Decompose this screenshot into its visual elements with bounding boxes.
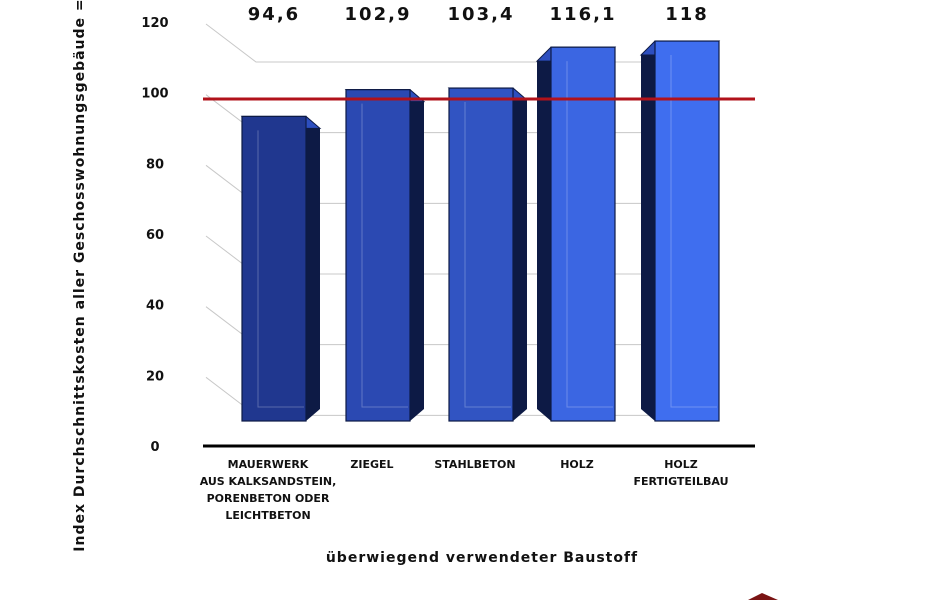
gridline xyxy=(205,23,706,63)
bar-front xyxy=(345,89,411,422)
bar-side xyxy=(641,41,655,421)
y-tick-label: 80 xyxy=(146,157,164,172)
category-label: ZIEGEL xyxy=(350,458,393,471)
y-tick-label: 60 xyxy=(146,228,164,243)
bar xyxy=(639,40,721,422)
corner-decoration xyxy=(748,593,778,600)
bar xyxy=(240,115,322,422)
y-tick-label: 120 xyxy=(141,16,168,31)
bar-inner-edge xyxy=(464,102,511,408)
category-label: HOLZ FERTIGTEILBAU xyxy=(633,458,728,488)
value-label: 94,6 xyxy=(248,4,300,25)
bar-front xyxy=(448,87,514,422)
bar-side xyxy=(410,89,424,422)
value-label: 118 xyxy=(665,4,709,25)
bar-inner-edge xyxy=(566,61,613,408)
bar xyxy=(344,89,426,422)
value-labels: 94,6 102,9 103,4 116,1 118 xyxy=(248,4,709,25)
y-tick-label: 100 xyxy=(141,87,168,102)
value-label: 102,9 xyxy=(345,4,412,25)
category-labels: MAUERWERK AUS KALKSANDSTEIN, PORENBETON OD… xyxy=(200,458,729,522)
category-label: HOLZ xyxy=(560,458,594,471)
y-tick-labels: 0 20 40 60 80 100 120 xyxy=(141,16,168,455)
y-tick-label: 40 xyxy=(146,299,164,314)
bar xyxy=(535,46,617,422)
value-label: 116,1 xyxy=(550,4,617,25)
value-label: 103,4 xyxy=(448,4,515,25)
bar-front xyxy=(241,115,307,422)
bar-front xyxy=(550,46,616,422)
x-axis-title: überwiegend verwendeter Baustoff xyxy=(326,550,638,566)
y-axis-title: Index Durchschnittskosten aller Geschoss… xyxy=(72,0,88,552)
bar-side xyxy=(513,88,527,421)
bar-side xyxy=(537,47,551,422)
bar-inner-edge xyxy=(361,103,408,408)
category-label: STAHLBETON xyxy=(434,458,515,471)
y-tick-label: 20 xyxy=(146,369,164,384)
category-label: MAUERWERK AUS KALKSANDSTEIN, PORENBETON OD… xyxy=(200,458,337,522)
bar-front xyxy=(654,40,720,422)
bar-inner-edge xyxy=(257,130,304,408)
bar-side xyxy=(306,116,320,421)
bar xyxy=(447,87,529,422)
bars xyxy=(240,40,721,422)
y-tick-label: 0 xyxy=(150,440,159,455)
bar-inner-edge xyxy=(670,55,717,408)
